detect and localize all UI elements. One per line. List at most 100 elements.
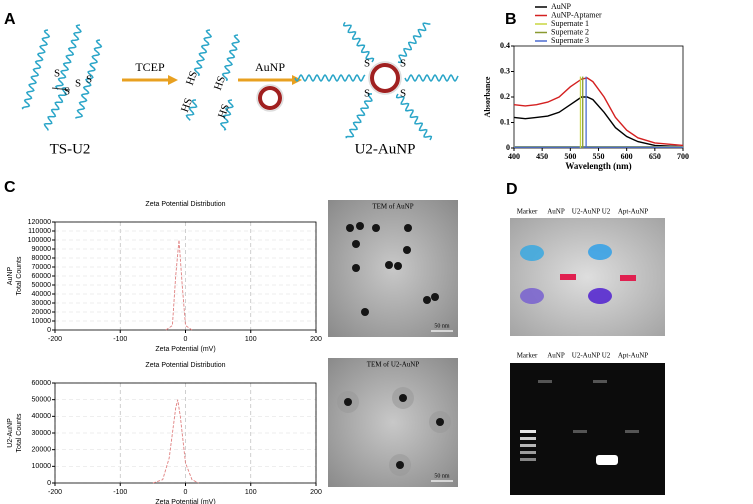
tem-image <box>328 200 458 337</box>
dna-strand <box>395 93 433 141</box>
dna-strand <box>397 22 431 64</box>
lane-label: Marker <box>517 352 538 360</box>
x-tick-label: 0 <box>184 336 188 343</box>
y-tick-label: 120000 <box>28 219 51 226</box>
sample-band <box>560 274 576 280</box>
nanoparticle <box>423 296 431 304</box>
thiol-label: HS <box>184 70 200 87</box>
label: U2-AuNP <box>355 141 416 157</box>
nanoparticle <box>385 261 393 269</box>
nanoparticle <box>352 264 360 272</box>
x-tick-label: 200 <box>310 489 322 496</box>
y-tick-label: 50000 <box>32 397 52 404</box>
dna-strand <box>21 29 51 110</box>
nanoparticle <box>403 246 411 254</box>
x-tick-label: 100 <box>245 336 257 343</box>
y-tick-label: 0.2 <box>500 92 510 101</box>
x-tick-label: 0 <box>184 489 188 496</box>
x-axis-label: Wavelength (nm) <box>565 161 631 171</box>
nanoparticle <box>356 222 364 230</box>
dna-band <box>596 455 618 465</box>
y-tick-label: 60000 <box>32 273 52 280</box>
thiol-label: HS <box>212 75 228 92</box>
gel-image <box>510 363 665 495</box>
y-tick-label: 20000 <box>32 447 52 454</box>
y-axis-label: Absorbance <box>483 76 492 117</box>
nanoparticle <box>399 394 407 402</box>
y-tick-label: 10000 <box>32 318 52 325</box>
nanoparticle <box>372 224 380 232</box>
lane-label: Apt-AuNP <box>618 208 648 216</box>
y-tick-label: 70000 <box>32 264 52 271</box>
tem-caption: TEM of AuNP <box>372 203 413 211</box>
panel-label: C <box>4 179 16 196</box>
nanoparticle <box>344 398 352 406</box>
series-line <box>152 399 199 484</box>
x-tick-label: 450 <box>536 152 548 161</box>
sulfur-label: S <box>364 58 370 70</box>
dna-strand <box>43 87 67 131</box>
y-tick-label: 20000 <box>32 309 52 316</box>
lane-label: U2-AuNP <box>572 352 600 360</box>
nanoparticle <box>396 461 404 469</box>
lane-label: Apt-AuNP <box>618 352 648 360</box>
arrowhead <box>168 75 178 85</box>
x-tick-label: 400 <box>508 152 520 161</box>
ladder-band <box>520 444 536 447</box>
plot-frame <box>54 382 317 484</box>
x-tick-label: -100 <box>113 336 127 343</box>
y-axis-label: Total Counts <box>16 413 23 452</box>
dye-band <box>520 245 544 261</box>
y-tick-label: 110000 <box>28 228 51 235</box>
dna-strand <box>219 99 234 131</box>
y-tick-label: 40000 <box>32 413 52 420</box>
nanoparticle <box>346 224 354 232</box>
gel-image <box>510 218 665 336</box>
series-line <box>513 96 684 148</box>
aunp <box>258 86 282 110</box>
dna-strand <box>74 39 103 119</box>
lane-label: AuNP <box>547 208 565 216</box>
lane-label: U2-AuNP <box>572 208 600 216</box>
sulfur-label: S <box>400 88 406 100</box>
y-tick-label: 60000 <box>32 380 52 387</box>
x-tick-label: 500 <box>564 152 576 161</box>
label: TS-U2 <box>50 141 91 157</box>
dna-strand <box>193 29 213 77</box>
dye-band <box>520 288 544 304</box>
scale-label: 50 nm <box>434 473 450 479</box>
y-tick-label: 80000 <box>32 255 52 262</box>
aunp-halo <box>256 84 284 112</box>
y-tick-label: 0.4 <box>500 41 510 50</box>
faint-band <box>625 430 639 433</box>
nanoparticle <box>436 418 444 426</box>
legend-label: AuNP-Aptamer <box>551 10 602 19</box>
lane-label: U2 <box>602 352 611 360</box>
nanoparticle <box>352 240 360 248</box>
sulfur-label: S <box>86 74 92 86</box>
y-tick-label: 0.3 <box>500 66 510 75</box>
x-tick-label: 700 <box>677 152 689 161</box>
dna-strand <box>185 99 198 121</box>
plot-frame <box>513 45 684 149</box>
bond <box>51 87 71 91</box>
dna-strand <box>294 73 366 83</box>
x-tick-label: -200 <box>48 336 62 343</box>
sample-band <box>620 275 636 281</box>
x-tick-label: 100 <box>245 489 257 496</box>
legend-label: Supernate 3 <box>551 36 589 45</box>
plot-frame <box>54 221 317 331</box>
dna-strand <box>221 34 241 82</box>
lane-label: U2 <box>602 208 611 216</box>
sulfur-label: S <box>364 88 370 100</box>
sulfur-label: S <box>64 86 70 98</box>
x-tick-label: 650 <box>649 152 661 161</box>
x-axis-label: Zeta Potential (mV) <box>155 499 215 504</box>
panel-label: B <box>505 11 517 28</box>
faint-band <box>538 380 552 383</box>
y-tick-label: 30000 <box>32 300 52 307</box>
y-tick-label: 30000 <box>32 430 52 437</box>
y-tick-label: 100000 <box>28 237 51 244</box>
aunp <box>370 63 400 93</box>
